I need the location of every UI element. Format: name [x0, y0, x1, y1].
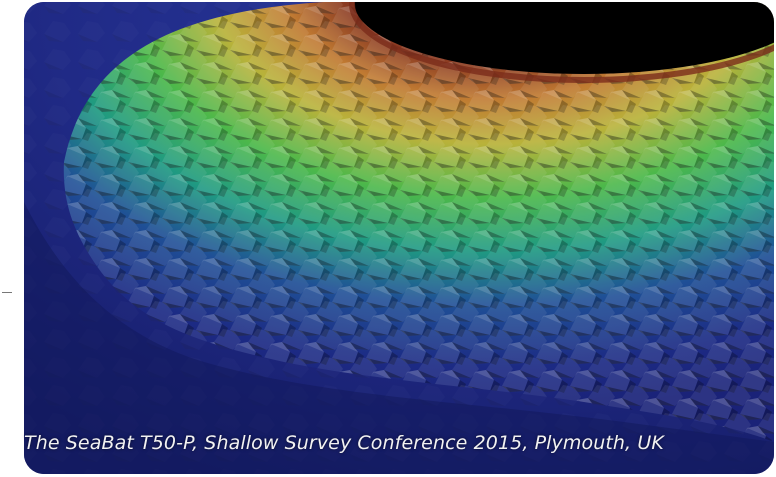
sonar-image-frame	[24, 2, 774, 474]
image-caption: The SeaBat T50-P, Shallow Survey Confere…	[24, 432, 664, 454]
sonar-point-cloud-image	[24, 2, 774, 474]
edge-tick	[2, 292, 12, 293]
